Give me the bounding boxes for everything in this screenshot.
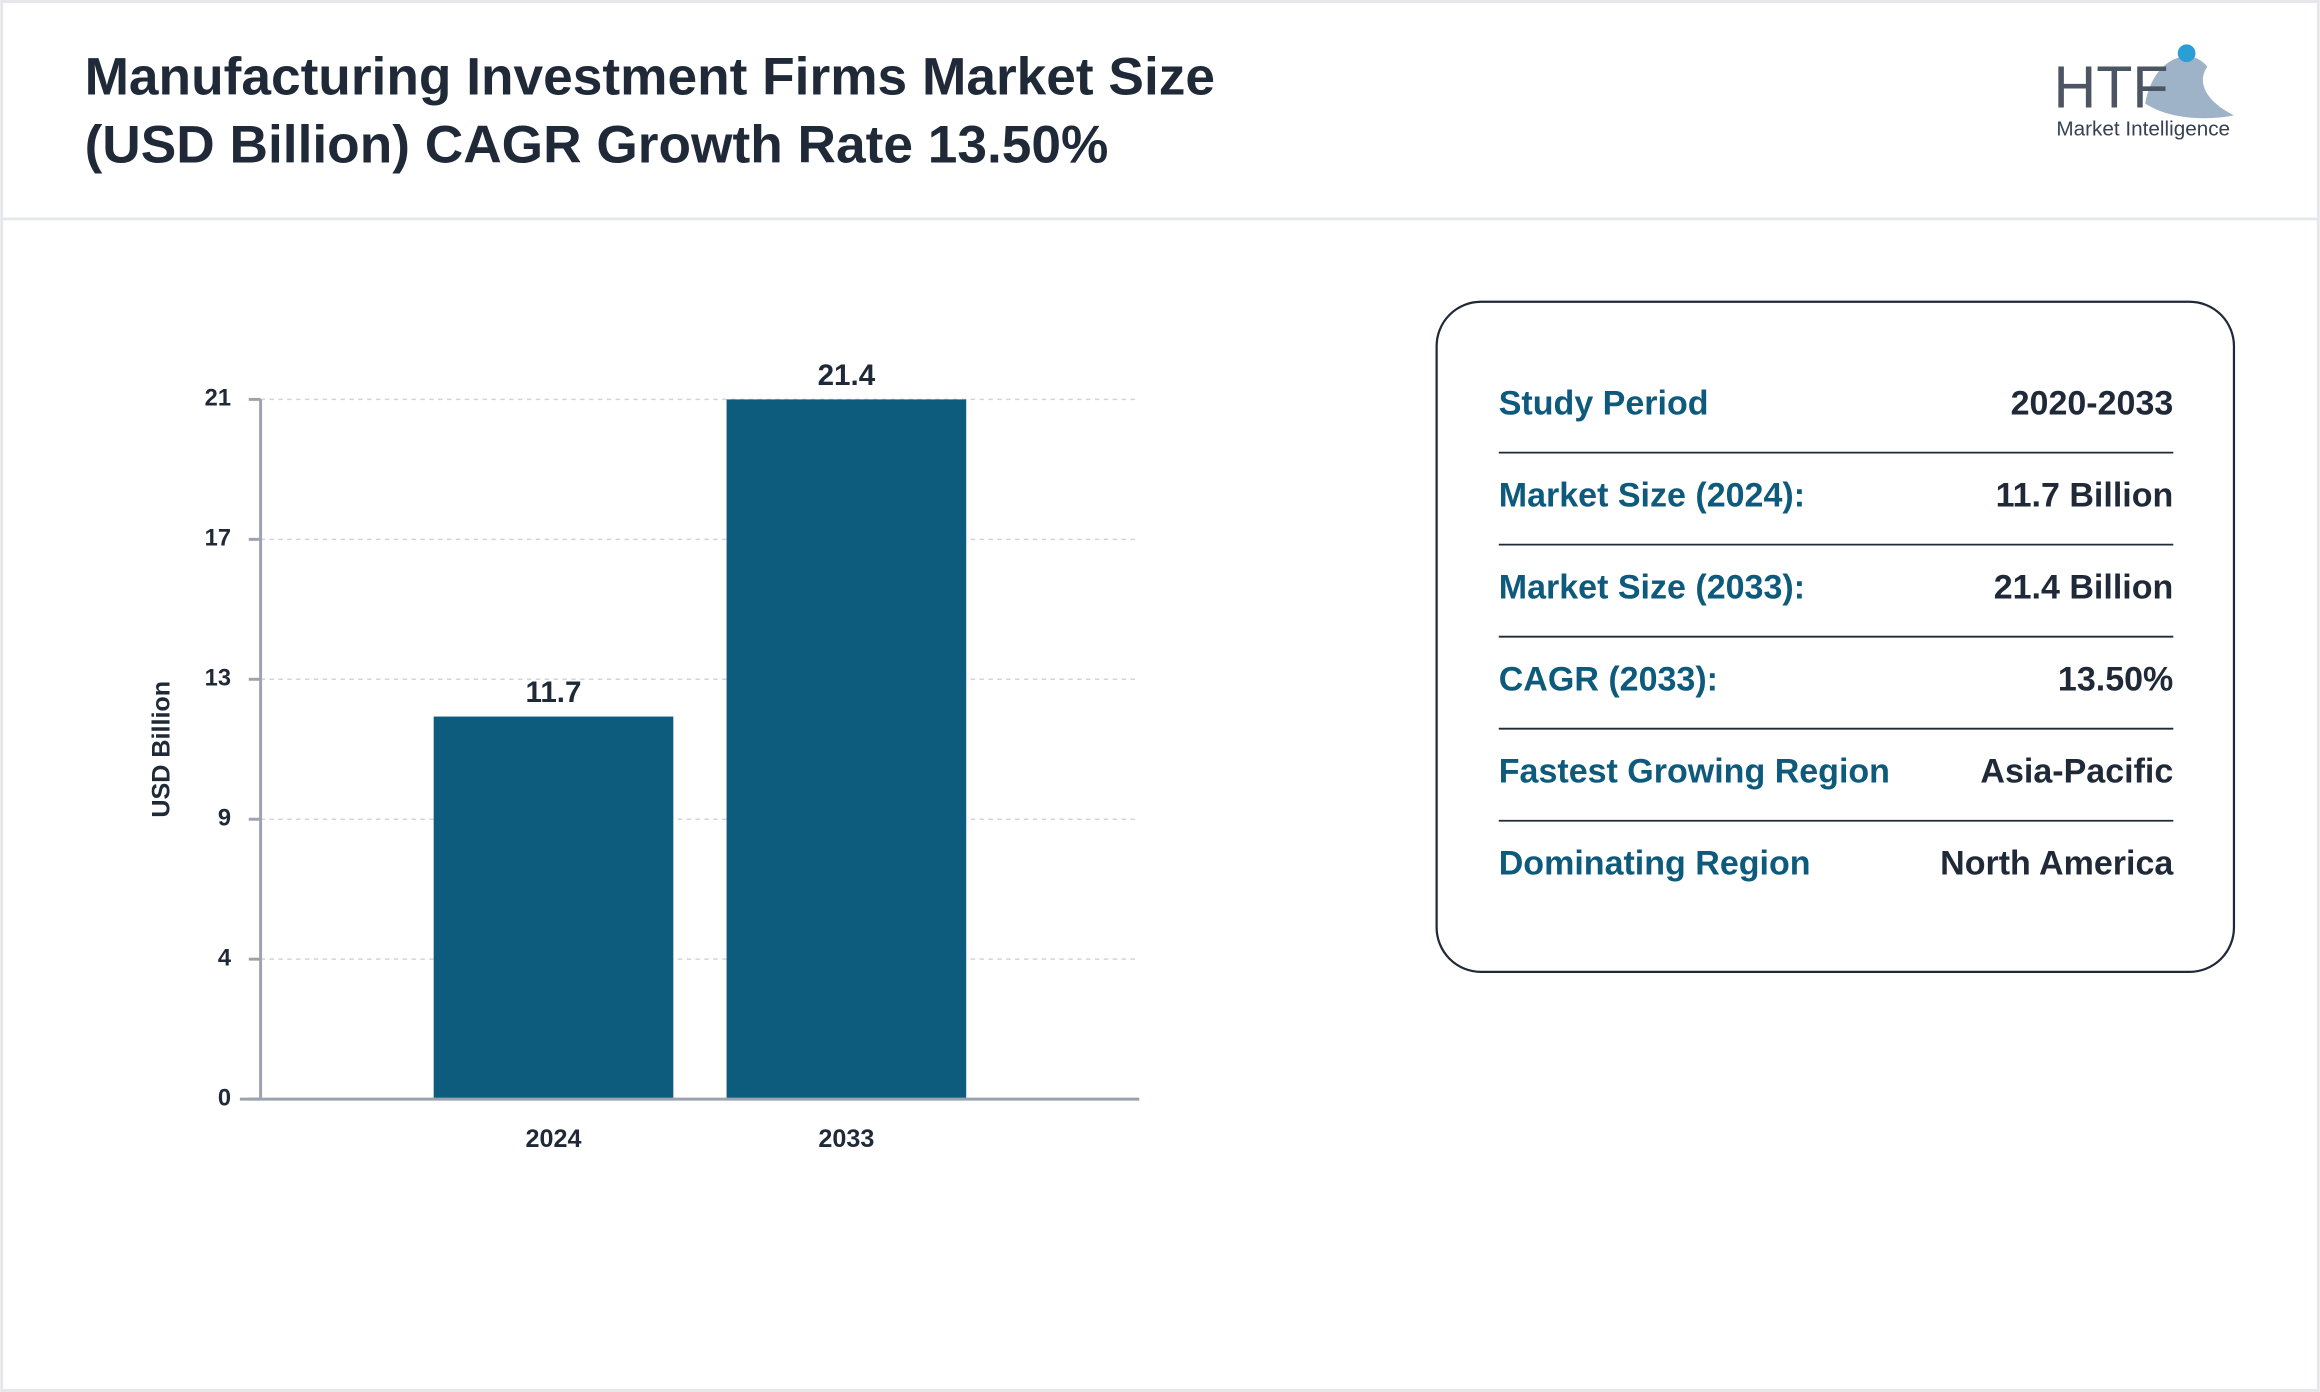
info-value: 11.7 Billion	[1996, 476, 2174, 514]
logo-tagline: Market Intelligence	[2056, 118, 2230, 141]
info-value: North America	[1940, 844, 2174, 882]
y-tick-label: 9	[218, 805, 231, 831]
info-label: Study Period	[1499, 384, 1709, 422]
y-tick-label: 0	[218, 1085, 231, 1111]
logo-shape	[2145, 56, 2234, 119]
logo-dot	[2177, 44, 2196, 63]
info-label: Market Size (2024):	[1499, 476, 1805, 514]
title-box: Manufacturing Investment Firms Market Si…	[84, 45, 1216, 175]
info-value: 2020-2033	[2011, 384, 2174, 422]
info-label: Market Size (2033):	[1499, 568, 1805, 606]
bar	[726, 399, 967, 1100]
y-tick-label: 17	[205, 526, 231, 552]
y-tick-label: 21	[205, 386, 231, 412]
logo: HTF Market Intelligence	[2053, 44, 2234, 141]
chart: 0 4 9 13 17 21 USD Billion 11.7 2024 21.4 2033	[148, 359, 1140, 1153]
y-tick-label: 13	[205, 666, 231, 692]
y-axis-label: USD Billion	[148, 681, 176, 818]
info-value: 21.4 Billion	[1994, 568, 2174, 606]
info-panel: Study Period 2020-2033 Market Size (2024):…	[1435, 300, 2236, 973]
y-tick-label: 4	[218, 945, 232, 971]
info-label: Fastest Growing Region	[1499, 752, 1890, 790]
page-title: Manufacturing Investment Firms Market Si…	[84, 45, 1216, 175]
value-label: 21.4	[818, 359, 876, 392]
value-label: 11.7	[526, 676, 582, 709]
x-tick-label: 2033	[818, 1125, 874, 1153]
info-label: Dominating Region	[1499, 844, 1811, 882]
info-value: Asia-Pacific	[1980, 752, 2173, 790]
info-label: CAGR (2033):	[1499, 660, 1718, 698]
logo-name: HTF	[2053, 53, 2168, 120]
bar	[433, 716, 674, 1100]
x-tick-label: 2024	[526, 1125, 582, 1153]
info-value: 13.50%	[2058, 660, 2173, 698]
